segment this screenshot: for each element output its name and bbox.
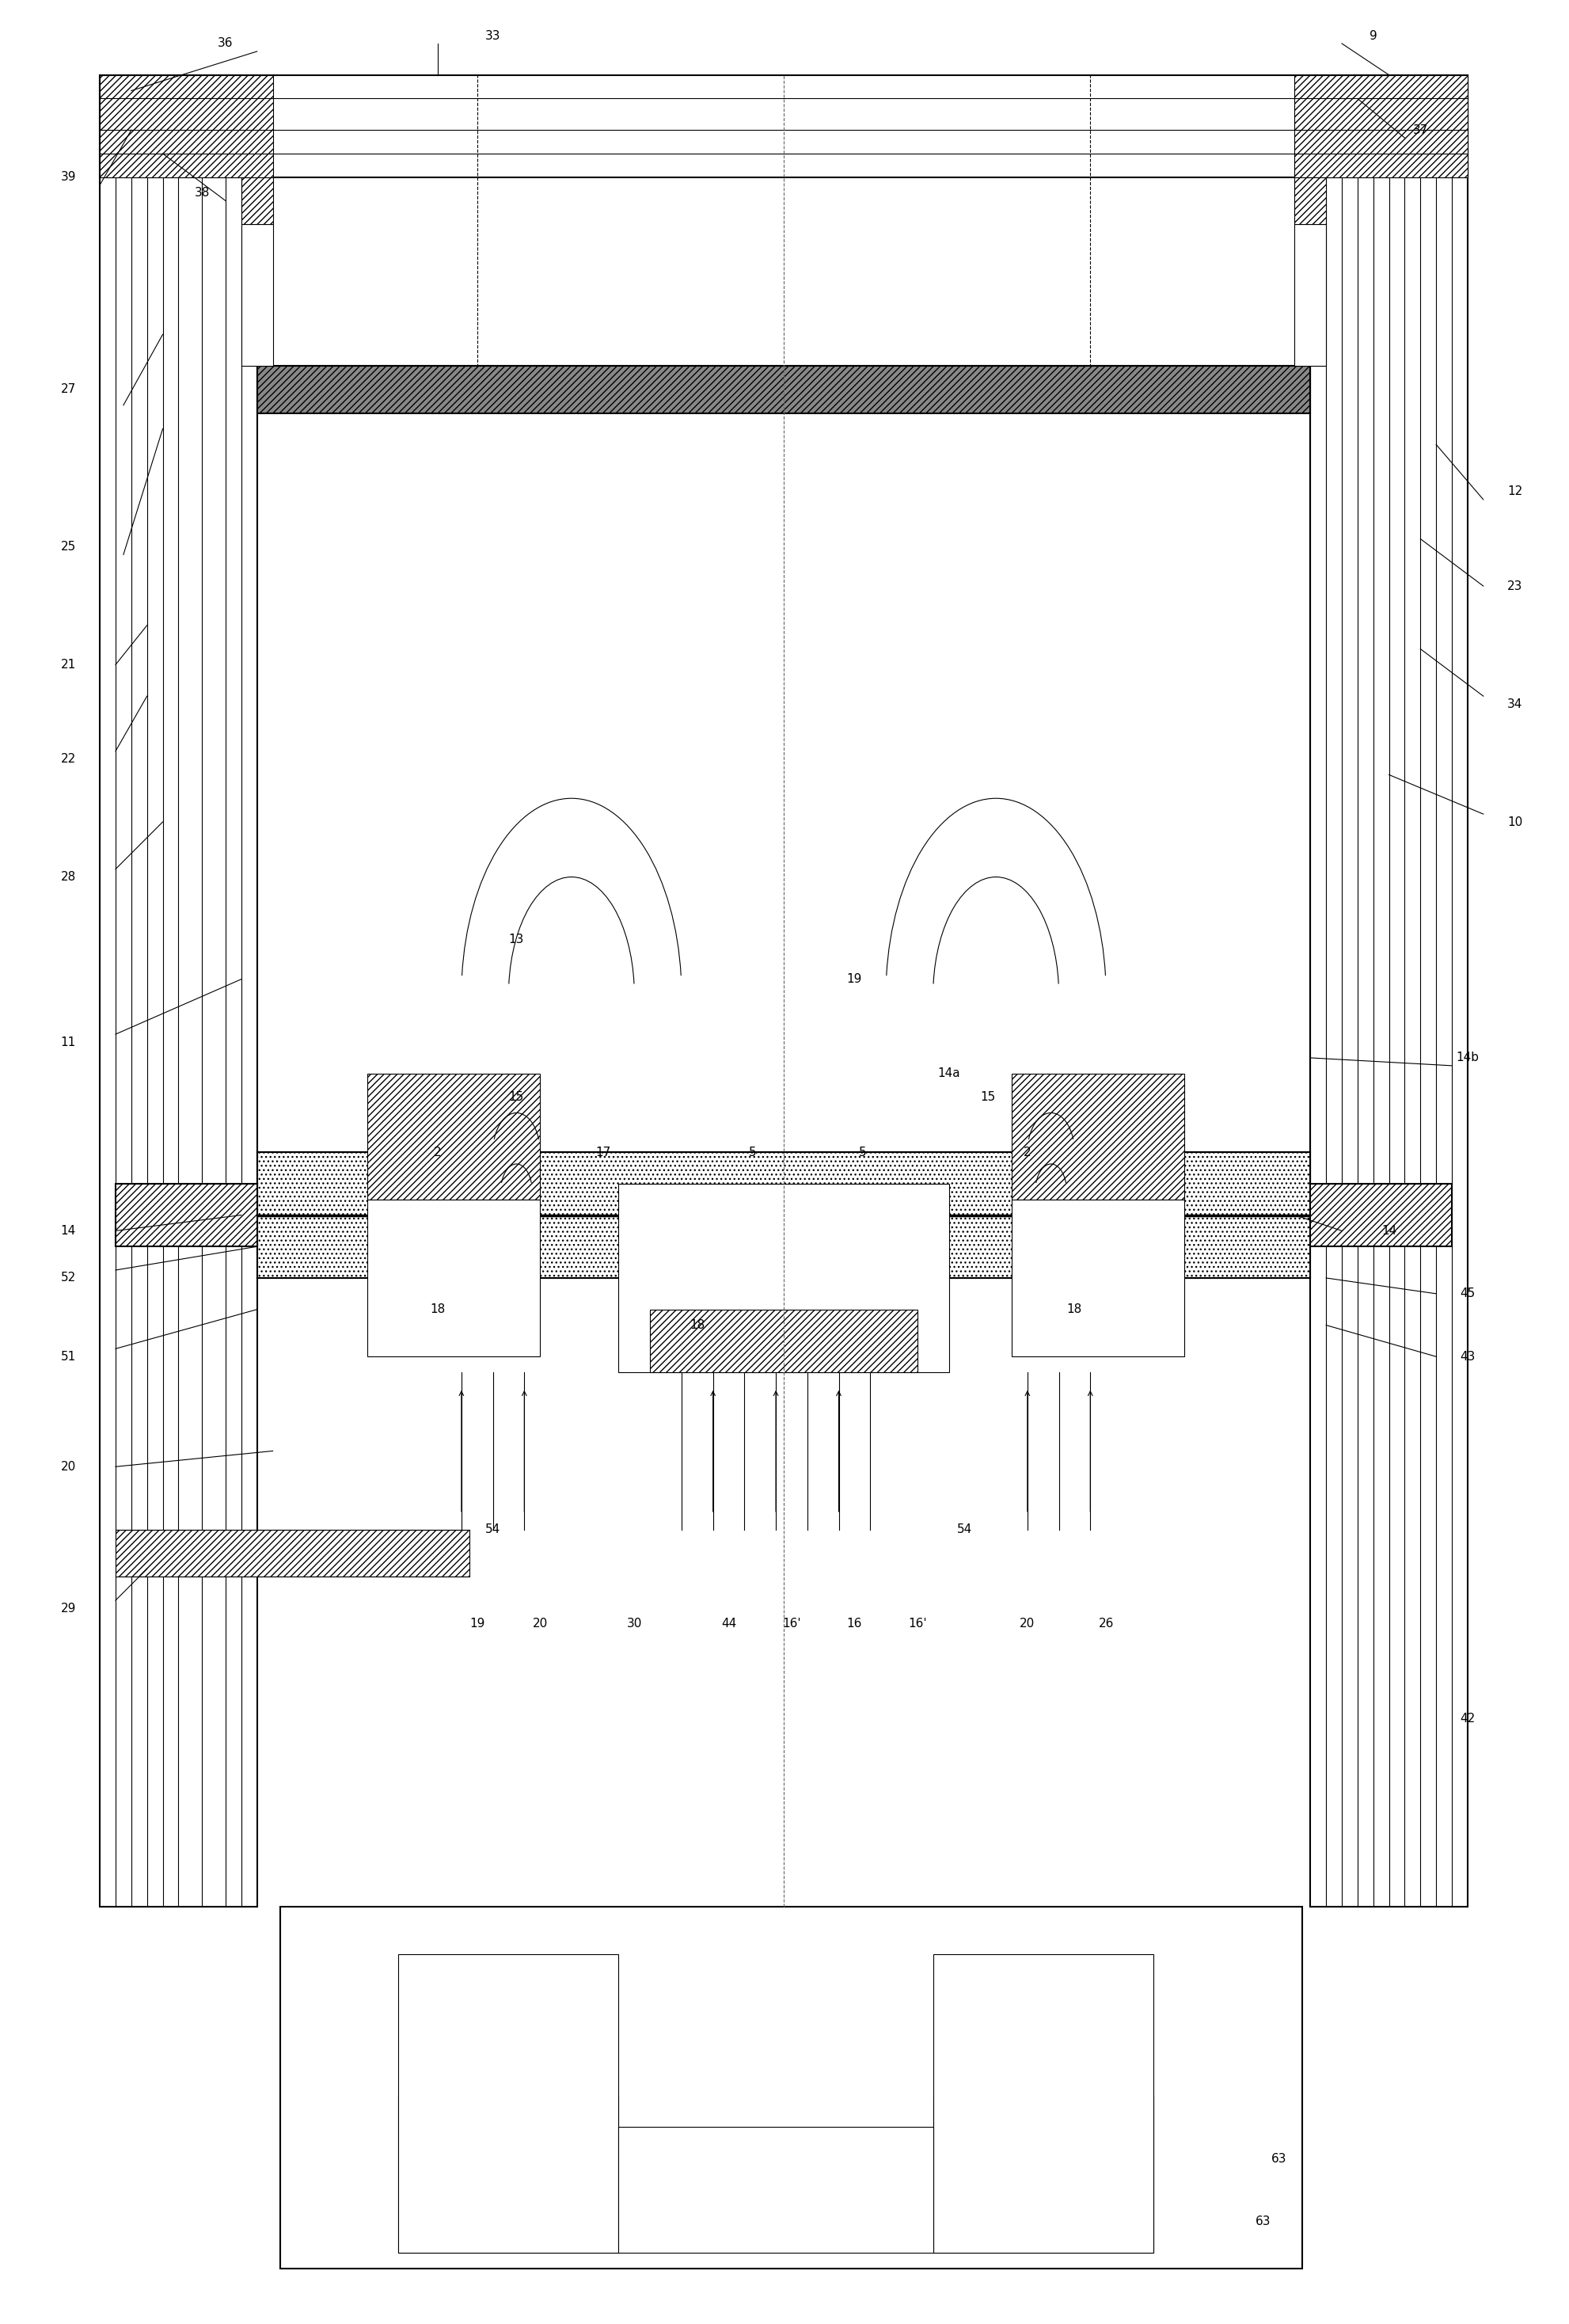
- Text: 14: 14: [1381, 1225, 1396, 1236]
- Text: 5: 5: [748, 1146, 756, 1157]
- Text: 52: 52: [61, 1271, 75, 1283]
- Text: 2: 2: [1023, 1146, 1031, 1157]
- Bar: [934, 2096, 1153, 2252]
- Bar: [618, 1183, 949, 1373]
- Text: 16': 16': [783, 1618, 800, 1629]
- Text: 9: 9: [1370, 30, 1378, 42]
- Text: 22: 22: [61, 753, 75, 765]
- Bar: [1012, 1074, 1185, 1199]
- Bar: [116, 1529, 469, 1576]
- Text: 17: 17: [595, 1146, 610, 1157]
- Bar: [242, 225, 273, 365]
- Text: 30: 30: [626, 1618, 642, 1629]
- Text: 63: 63: [1255, 2215, 1271, 2226]
- Text: 38: 38: [195, 186, 210, 200]
- Bar: [116, 1183, 257, 1246]
- Bar: [257, 1153, 1310, 1278]
- Text: 18: 18: [1067, 1304, 1083, 1315]
- Text: 14: 14: [61, 1225, 75, 1236]
- Text: 23: 23: [1508, 581, 1522, 593]
- Text: 25: 25: [61, 541, 75, 553]
- Text: 28: 28: [61, 872, 75, 883]
- Text: 15: 15: [508, 1092, 524, 1104]
- Bar: [257, 365, 1310, 1215]
- Text: 63: 63: [1271, 2152, 1287, 2164]
- Text: 54: 54: [485, 1525, 501, 1536]
- Text: 14b: 14b: [1456, 1053, 1480, 1064]
- Text: 39: 39: [61, 172, 77, 184]
- Bar: [934, 1954, 1153, 2252]
- Text: 13: 13: [508, 934, 524, 946]
- Text: 34: 34: [1508, 697, 1522, 709]
- Text: 18: 18: [690, 1320, 704, 1332]
- Text: 2: 2: [435, 1146, 441, 1157]
- Bar: [100, 74, 257, 1908]
- Text: 20: 20: [532, 1618, 548, 1629]
- Text: 54: 54: [957, 1525, 973, 1536]
- Text: 51: 51: [61, 1350, 75, 1362]
- Bar: [367, 1074, 540, 1199]
- Bar: [367, 1199, 540, 1357]
- Text: 43: 43: [1459, 1350, 1475, 1362]
- Text: 16': 16': [908, 1618, 927, 1629]
- Bar: [399, 1954, 618, 2252]
- Bar: [650, 1308, 918, 1373]
- Text: 21: 21: [61, 658, 75, 672]
- Bar: [1294, 177, 1326, 225]
- Bar: [1310, 74, 1467, 1908]
- Bar: [399, 2096, 618, 2252]
- Text: 20: 20: [1020, 1618, 1036, 1629]
- Bar: [1294, 74, 1467, 177]
- Bar: [100, 74, 273, 177]
- Bar: [100, 74, 1467, 177]
- Text: 19: 19: [469, 1618, 485, 1629]
- Text: 12: 12: [1508, 486, 1522, 497]
- Text: 33: 33: [485, 30, 501, 42]
- Text: 29: 29: [61, 1601, 75, 1615]
- Text: 5: 5: [858, 1146, 866, 1157]
- Text: 20: 20: [61, 1462, 75, 1473]
- Text: 44: 44: [722, 1618, 736, 1629]
- Bar: [1012, 1199, 1185, 1357]
- Text: 16: 16: [847, 1618, 861, 1629]
- Text: 37: 37: [1412, 123, 1428, 135]
- Text: 15: 15: [981, 1092, 996, 1104]
- Text: 18: 18: [430, 1304, 446, 1315]
- Text: 26: 26: [1098, 1618, 1114, 1629]
- Text: 45: 45: [1461, 1287, 1475, 1299]
- Text: 10: 10: [1508, 816, 1522, 827]
- Bar: [257, 365, 1310, 414]
- Text: 11: 11: [61, 1037, 75, 1048]
- Bar: [1310, 1183, 1451, 1246]
- Bar: [618, 2126, 934, 2252]
- Text: 19: 19: [847, 974, 861, 985]
- Text: 42: 42: [1461, 1713, 1475, 1724]
- Bar: [1294, 225, 1326, 365]
- Text: 36: 36: [218, 37, 234, 49]
- Bar: [281, 1908, 1302, 2268]
- Bar: [242, 177, 273, 225]
- Text: 14a: 14a: [937, 1067, 960, 1078]
- Text: 27: 27: [61, 383, 75, 395]
